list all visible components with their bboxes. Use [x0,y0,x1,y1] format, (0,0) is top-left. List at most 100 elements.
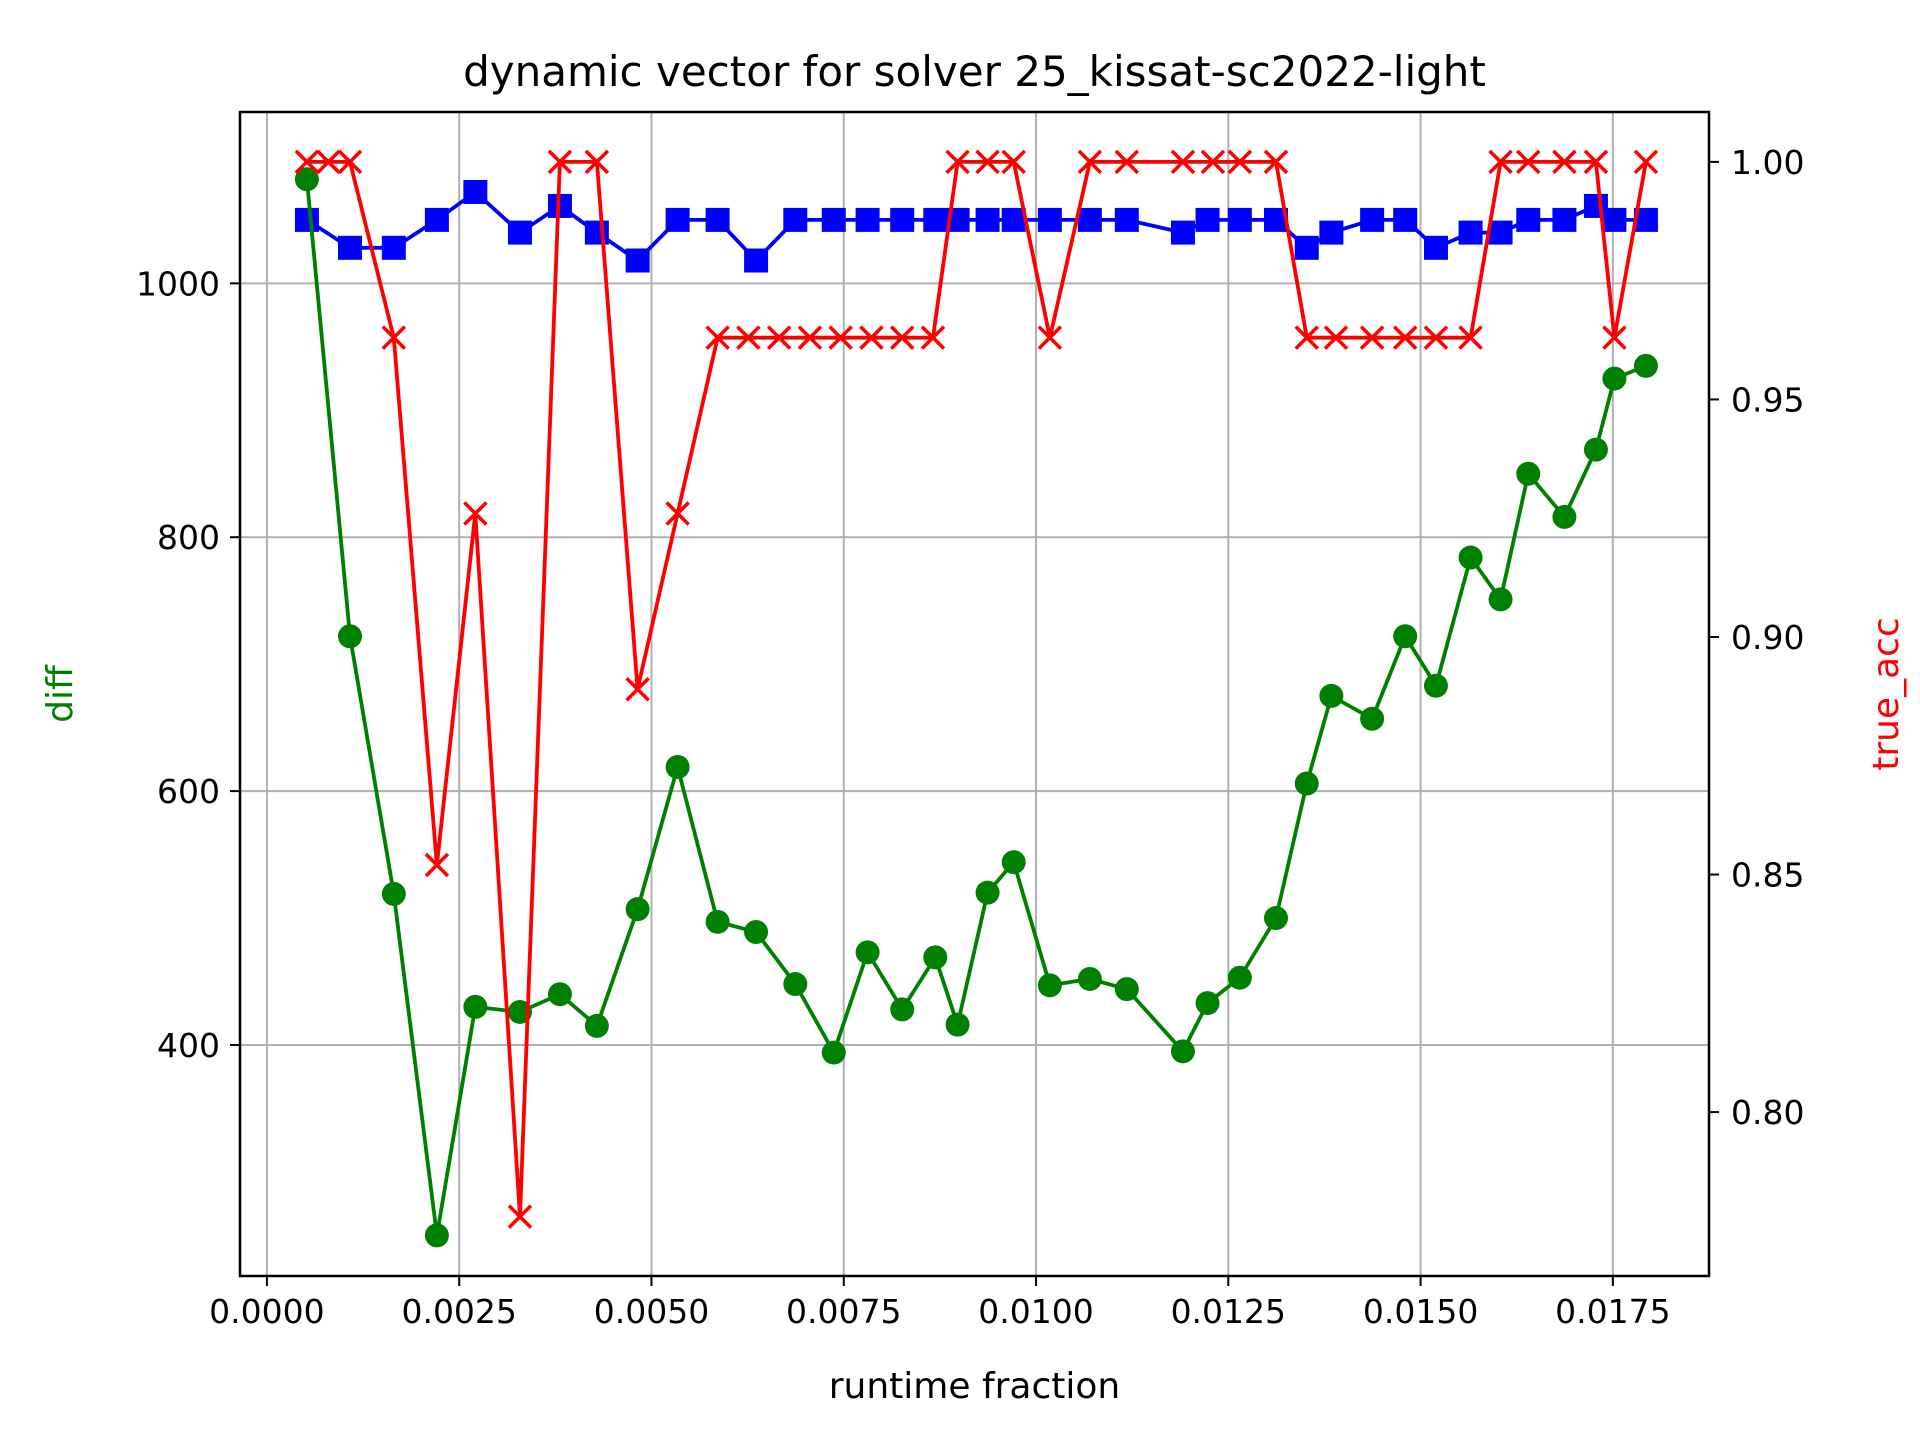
data-point [1423,325,1449,350]
axes-layer: 0.0000 0.0025 0.0050 0.0075 0.0100 0.0125 0.01… [136,143,1804,1331]
data-point [1037,207,1062,232]
data-point [424,207,449,232]
data-point [1227,965,1252,990]
data-point [923,207,948,232]
data-point [665,501,690,526]
data-point [1195,991,1220,1016]
data-point [1393,207,1418,232]
y-right-tick-label: 0.80 [1731,1093,1804,1132]
data-point [1423,235,1448,260]
y-right-tick-label: 0.90 [1731,618,1804,657]
data-point [1200,149,1226,175]
x-tick-label: 0.0000 [209,1292,324,1331]
series-circle [294,167,1658,1248]
data-point [705,207,730,232]
data-point [855,207,880,232]
data-point [665,207,690,232]
data-point [1488,220,1513,245]
data-point [1294,771,1319,796]
data-point [1263,906,1288,931]
y-left-axis-label: diff [40,664,81,723]
data-point [337,235,362,260]
data-point [1633,149,1659,175]
x-tick-label: 0.0175 [1555,1292,1670,1331]
data-point [1633,353,1658,378]
data-point [1170,220,1195,245]
data-point [1602,366,1627,391]
data-point [463,501,488,526]
data-point [1323,325,1349,350]
data-point [744,248,769,273]
data-point [923,945,948,970]
data-point [424,1223,449,1248]
data-point [1423,673,1448,698]
data-point [1392,325,1418,350]
data-point [1001,850,1026,875]
data-point [381,325,407,350]
data-point [1458,325,1483,350]
data-point [1516,149,1541,175]
data-point [705,909,730,934]
data-point [1294,325,1319,350]
data-point [1360,706,1385,731]
x-axis-label: runtime fraction [829,1366,1121,1407]
data-point [1077,149,1103,175]
y-left-tick-label: 600 [157,772,220,811]
x-tick-label: 0.0125 [1171,1292,1286,1331]
data-point [1170,1039,1195,1064]
data-point [766,325,792,350]
x-tick-label: 0.0075 [786,1292,901,1331]
data-point [975,880,1000,905]
plot-frame [238,110,1711,1278]
data-point [736,325,761,350]
data-point [584,1013,609,1038]
data-point [1552,207,1577,232]
data-point [294,167,319,192]
data-point [1458,220,1483,245]
data-point [1602,325,1627,350]
data-point [1001,207,1026,232]
data-point [783,972,808,997]
data-point [1583,437,1608,462]
y-right-tick-label: 1.00 [1731,143,1804,182]
data-point [463,994,488,1019]
data-point [625,248,650,273]
data-point [1077,966,1102,991]
data-point [1552,504,1577,529]
x-tick-label: 0.0100 [978,1292,1093,1331]
y-left-tick-label: 1000 [136,264,220,303]
data-point [547,982,572,1007]
data-point [294,149,320,175]
data-point [828,325,853,350]
series-x [294,149,1659,1229]
series-square [294,179,1658,273]
data-point [1552,149,1577,175]
data-point [975,207,1000,232]
data-point [584,149,610,175]
data-point [1602,207,1627,232]
x-tick-label: 0.0025 [401,1292,516,1331]
y-right-tick-label: 0.85 [1731,856,1804,895]
data-point [625,897,650,922]
data-point [1077,207,1102,232]
data-point [975,149,1000,175]
series-layer [294,149,1659,1248]
data-point [1114,977,1139,1002]
data-point [1583,149,1609,175]
data-point [507,220,532,245]
y-left-tick-label: 800 [157,518,220,557]
data-point [1037,325,1063,350]
y-left-tick-label: 400 [157,1026,220,1065]
data-point [797,325,823,350]
data-point [381,235,406,260]
data-point [625,677,650,702]
data-point [463,179,488,204]
data-point [1393,624,1418,649]
data-point [665,754,690,779]
data-point [547,149,573,175]
data-point [890,207,915,232]
data-point [1319,683,1344,708]
y-right-tick-label: 0.95 [1731,380,1804,419]
